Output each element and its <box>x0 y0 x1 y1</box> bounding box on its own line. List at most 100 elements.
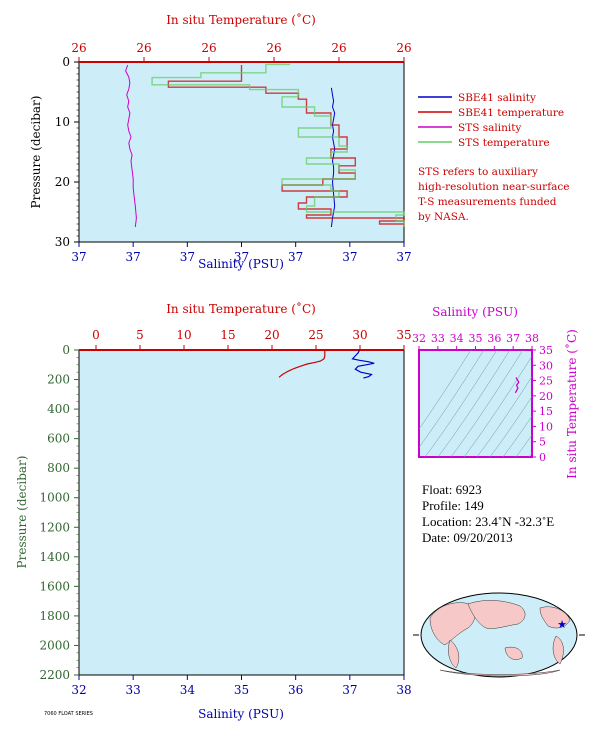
ts-top-tick-label: 35 <box>469 332 483 345</box>
ts-right-tick-label: 0 <box>539 451 546 464</box>
ts-contour-line <box>437 350 511 457</box>
lower-bottom-ticks: 32 33 34 35 36 37 38 <box>71 675 412 697</box>
map-land-australia <box>504 646 523 660</box>
upper-profile-panel: In situ Temperature (˚C) Salinity (PSU) … <box>29 12 569 271</box>
ts-contour-line <box>515 434 532 457</box>
map-land-south-america <box>552 635 564 665</box>
lower-top-tick-label: 10 <box>176 328 191 342</box>
ts-right-ticks: 0 5 10 15 20 25 30 35 <box>532 344 553 464</box>
lower-top-tick-label: 25 <box>308 328 323 342</box>
lower-top-tick-label: 35 <box>396 328 411 342</box>
legend: SBE41 salinity SBE41 temperature STS salin… <box>418 92 564 149</box>
upper-top-tick-label: 26 <box>136 41 151 55</box>
ts-top-tick-label: 36 <box>487 332 501 345</box>
lower-left-tick-label: 800 <box>47 461 70 475</box>
world-map: ★ <box>413 592 585 678</box>
upper-top-tick-label: 26 <box>71 41 86 55</box>
upper-series-line-2 <box>125 64 137 228</box>
legend-entry: SBE41 temperature <box>458 107 564 119</box>
ts-contour-line <box>419 350 485 448</box>
ts-right-tick-label: 30 <box>539 359 553 372</box>
lower-bottom-tick-label: 32 <box>71 683 86 697</box>
lower-left-tick-label: 2200 <box>39 668 70 682</box>
lower-left-tick-label: 1000 <box>39 491 70 505</box>
ts-contour-line <box>476 376 532 457</box>
ts-contour-line <box>424 350 498 457</box>
lower-bottom-tick-label: 34 <box>180 683 196 697</box>
upper-series-line-0 <box>330 87 336 228</box>
location: Location: 23.4˚N -32.3˚E <box>422 514 555 529</box>
upper-bottom-tick-label: 37 <box>234 250 249 264</box>
lower-top-tick-label: 0 <box>92 328 100 342</box>
map-land-africa <box>448 639 460 669</box>
upper-bottom-tick-label: 37 <box>71 250 86 264</box>
ts-top-tick-label: 34 <box>450 332 464 345</box>
lower-left-tick-label: 1200 <box>39 520 70 534</box>
map-land-antarctica <box>439 669 561 677</box>
lower-top-axis-label: In situ Temperature (˚C) <box>166 301 316 316</box>
ts-contour-line <box>489 396 532 457</box>
lower-bottom-tick-label: 35 <box>234 683 249 697</box>
lower-bottom-tick-label: 37 <box>342 683 357 697</box>
lower-top-tick-label: 20 <box>264 328 279 342</box>
profile-number: Profile: 149 <box>422 498 484 513</box>
date: Date: 09/20/2013 <box>422 530 513 545</box>
lower-top-tick-label: 15 <box>220 328 235 342</box>
ts-top-ticks: 32 33 34 35 36 37 38 <box>412 332 539 350</box>
upper-left-tick-label: 20 <box>55 175 70 189</box>
upper-top-axis-label: In situ Temperature (˚C) <box>166 12 316 27</box>
upper-left-tick-label: 30 <box>55 235 70 249</box>
annotation-line: T-S measurements funded <box>418 196 557 208</box>
lower-profile-panel: In situ Temperature (˚C) Salinity (PSU) … <box>15 301 412 721</box>
upper-series <box>125 63 405 228</box>
ts-contour-line <box>502 415 532 457</box>
ts-right-tick-label: 15 <box>539 405 553 418</box>
upper-bottom-axis-label: Salinity (PSU) <box>198 257 284 271</box>
ts-contour-line <box>419 350 472 430</box>
upper-bottom-tick-label: 37 <box>288 250 303 264</box>
lower-left-ticks: 0 200 400 600 800 1000 1200 1400 1600 1800 2000 220… <box>39 343 79 682</box>
lower-top-tick-label: 5 <box>136 328 144 342</box>
lower-left-tick-label: 1800 <box>39 609 70 623</box>
lower-top-ticks: 0 5 10 15 20 25 30 35 <box>92 328 412 350</box>
ts-right-tick-label: 5 <box>539 436 546 449</box>
annotation-line: by NASA. <box>418 211 469 223</box>
upper-left-tick-label: 10 <box>55 115 70 129</box>
ts-top-tick-label: 38 <box>525 332 539 345</box>
upper-left-ticks: 0 10 20 30 <box>55 55 79 249</box>
ts-diagram-panel: Salinity (PSU) In situ Temperature (˚C) … <box>412 305 579 479</box>
ts-density-contours <box>419 350 532 457</box>
lower-left-tick-label: 0 <box>62 343 70 357</box>
map-land-eurasia-west <box>429 602 476 646</box>
ts-right-tick-label: 10 <box>539 420 553 433</box>
lower-left-tick-label: 1600 <box>39 579 70 593</box>
upper-top-tick-label: 26 <box>396 41 411 55</box>
lower-bottom-tick-label: 33 <box>126 683 141 697</box>
legend-entry: STS salinity <box>458 122 521 134</box>
upper-top-ticks: 26 26 26 26 26 26 <box>71 41 412 62</box>
upper-bottom-ticks: 37 37 37 37 37 37 37 <box>71 242 412 264</box>
map-land-north-america <box>539 606 571 629</box>
ts-series-line-0 <box>514 377 520 394</box>
float-id: Float: 6923 <box>422 482 482 497</box>
upper-top-tick-label: 26 <box>331 41 346 55</box>
map-float-marker: ★ <box>557 618 567 631</box>
lower-series <box>278 349 375 379</box>
ts-top-tick-label: 33 <box>431 332 445 345</box>
lower-series-line-0 <box>278 350 326 378</box>
ts-top-axis-label: Salinity (PSU) <box>432 305 518 319</box>
annotation: STS refers to auxiliary high-resolution n… <box>418 166 569 223</box>
footer-note: 7060 FLOAT SERIES <box>44 711 93 717</box>
lower-bottom-tick-label: 36 <box>288 683 303 697</box>
float-info: Float: 6923 Profile: 149 Location: 23.4˚… <box>422 482 554 546</box>
ts-contour-line <box>463 355 532 457</box>
upper-plot-area <box>78 61 405 243</box>
ts-contour-line <box>450 350 524 457</box>
legend-entry: SBE41 salinity <box>458 92 536 104</box>
annotation-line: STS refers to auxiliary <box>418 166 538 178</box>
ts-top-tick-label: 32 <box>412 332 426 345</box>
lower-top-tick-label: 30 <box>352 328 367 342</box>
upper-series-line-1 <box>167 65 405 227</box>
ts-right-axis-label: In situ Temperature (˚C) <box>564 329 579 479</box>
